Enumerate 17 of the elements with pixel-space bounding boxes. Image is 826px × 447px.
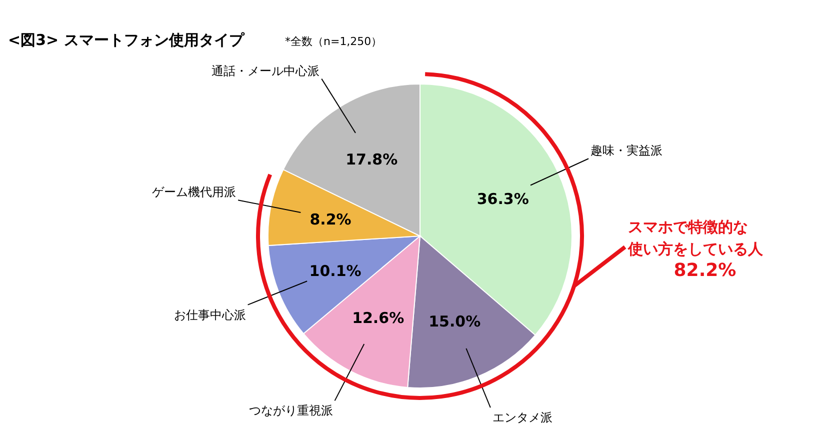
slice-label: 趣味・実益派 [590, 144, 663, 158]
data-label: 10.1% [309, 262, 362, 280]
text: 82.2% [674, 260, 736, 281]
data-label: 12.6% [352, 309, 404, 327]
data-label: 17.8% [346, 150, 398, 169]
slice-label: ゲーム機代用派 [152, 185, 236, 200]
slice-label: お仕事中心派 [174, 308, 246, 322]
data-label: 8.2% [310, 210, 352, 228]
text: スマホで特徴的な [628, 218, 748, 236]
slice-label: エンタメ派 [492, 410, 552, 425]
chart-title: <図3> スマートフォン使用タイプ [8, 31, 245, 49]
text: 使い方をしている人 [627, 240, 764, 258]
slice-label: つながり重視派 [248, 404, 333, 418]
slice-label: 通話・メール中心派 [212, 64, 320, 78]
data-label: 36.3% [476, 190, 529, 208]
data-label: 15.0% [428, 312, 481, 330]
chart-subtitle: *全数（n=1,250） [285, 35, 382, 48]
